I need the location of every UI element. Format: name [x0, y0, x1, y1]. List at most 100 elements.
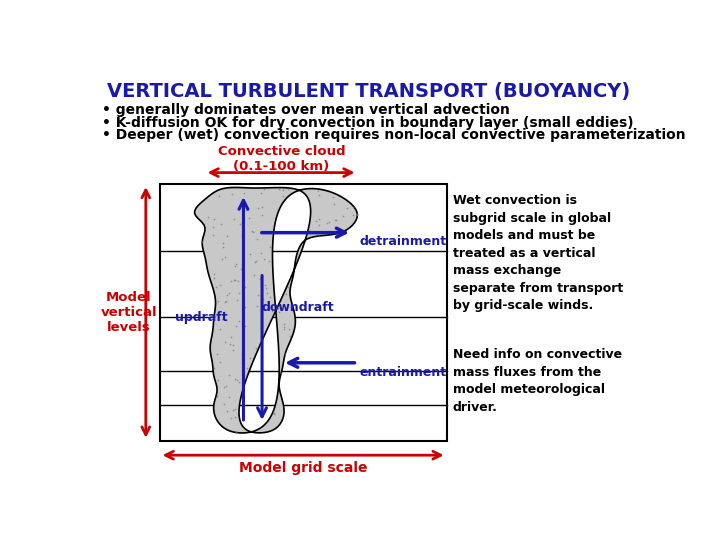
Point: [250, 256, 261, 265]
Point: [245, 354, 256, 362]
Text: • K-diffusion OK for dry convection in boundary layer (small eddies): • K-diffusion OK for dry convection in b…: [102, 116, 634, 130]
Point: [229, 404, 240, 413]
Point: [258, 255, 269, 264]
Point: [249, 258, 261, 267]
Point: [212, 375, 224, 384]
Point: [228, 276, 240, 285]
Point: [235, 265, 247, 274]
Point: [227, 406, 238, 415]
Point: [225, 340, 236, 348]
Point: [243, 213, 255, 222]
Text: Need info on convective
mass fluxes from the
model meteorological
driver.: Need info on convective mass fluxes from…: [453, 348, 622, 414]
Point: [266, 306, 278, 315]
Point: [256, 202, 268, 211]
Point: [233, 276, 244, 285]
Point: [230, 260, 241, 268]
Point: [211, 392, 222, 400]
Point: [237, 359, 248, 367]
Point: [231, 376, 243, 384]
Point: [261, 284, 272, 293]
Point: [268, 409, 279, 418]
Point: [252, 291, 264, 300]
Point: [258, 185, 269, 193]
Point: [248, 228, 259, 237]
Point: [208, 274, 220, 282]
Point: [256, 211, 268, 219]
Polygon shape: [194, 187, 357, 433]
Point: [225, 413, 237, 422]
Point: [256, 291, 267, 299]
Point: [272, 304, 284, 313]
Text: Model grid scale: Model grid scale: [239, 461, 367, 475]
Point: [221, 407, 233, 415]
Point: [251, 301, 263, 310]
Point: [220, 298, 231, 307]
Point: [217, 238, 228, 247]
Point: [212, 296, 224, 305]
Point: [208, 363, 220, 372]
Point: [228, 214, 240, 223]
Point: [208, 215, 220, 224]
Point: [279, 350, 290, 359]
Point: [276, 186, 288, 194]
Point: [221, 232, 233, 240]
Point: [218, 400, 230, 408]
Point: [234, 288, 246, 297]
Point: [264, 256, 275, 265]
Point: [329, 216, 341, 225]
Text: downdraft: downdraft: [261, 301, 334, 314]
Point: [328, 200, 340, 208]
Point: [228, 340, 239, 349]
Point: [250, 343, 261, 352]
Point: [202, 213, 214, 222]
Point: [351, 210, 363, 219]
Point: [240, 205, 252, 214]
Point: [283, 325, 294, 333]
Point: [238, 188, 250, 197]
Point: [257, 295, 269, 303]
Text: • generally dominates over mean vertical advection: • generally dominates over mean vertical…: [102, 103, 510, 117]
Point: [230, 374, 241, 383]
Point: [231, 295, 243, 304]
Point: [225, 333, 236, 341]
Point: [255, 275, 266, 284]
Point: [210, 311, 221, 320]
Text: • Deeper (wet) convection requires non-local convective parameterization: • Deeper (wet) convection requires non-l…: [102, 128, 685, 142]
Point: [215, 357, 226, 366]
Point: [215, 220, 227, 228]
Point: [277, 192, 289, 200]
Point: [239, 303, 251, 312]
Point: [303, 226, 315, 235]
Point: [322, 219, 333, 228]
Point: [236, 231, 248, 239]
Point: [223, 370, 235, 379]
Point: [217, 243, 229, 252]
Point: [268, 410, 279, 418]
Point: [323, 218, 335, 226]
Point: [225, 276, 236, 285]
Point: [341, 204, 353, 212]
Point: [326, 227, 338, 236]
Text: entrainment: entrainment: [360, 366, 447, 379]
Point: [264, 242, 276, 251]
Point: [347, 203, 359, 212]
Point: [233, 316, 244, 325]
Point: [230, 276, 241, 285]
Point: [280, 305, 292, 314]
Text: Convective cloud
(0.1-100 km): Convective cloud (0.1-100 km): [217, 145, 345, 173]
Point: [276, 300, 287, 309]
Point: [264, 293, 276, 302]
Point: [220, 382, 231, 390]
Point: [207, 230, 219, 239]
Point: [312, 186, 324, 195]
Point: [244, 249, 256, 258]
Point: [240, 371, 251, 380]
Point: [212, 349, 223, 358]
Text: Model
vertical
levels: Model vertical levels: [100, 291, 157, 334]
Point: [234, 377, 246, 386]
Point: [226, 190, 238, 198]
Point: [328, 193, 339, 201]
Point: [282, 283, 294, 292]
Point: [216, 254, 228, 263]
Point: [256, 249, 267, 258]
